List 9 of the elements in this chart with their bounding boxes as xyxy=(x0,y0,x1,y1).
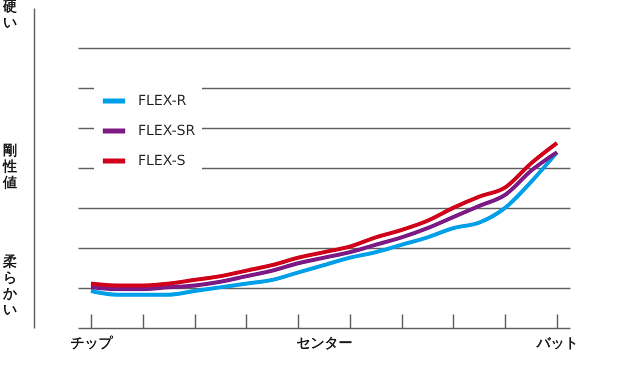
text: 柔らかい xyxy=(2,254,18,318)
y-axis-title: 剛性値 xyxy=(2,143,17,191)
x-tick-label: センター xyxy=(296,336,352,352)
x-tick-label: チップ xyxy=(70,334,114,352)
x-tick-label: バット xyxy=(535,336,578,352)
text: 硬い xyxy=(2,0,17,31)
legend-label: FLEX-SR xyxy=(138,123,196,139)
legend-label: FLEX-S xyxy=(138,153,186,169)
legend-label: FLEX-R xyxy=(138,93,187,109)
